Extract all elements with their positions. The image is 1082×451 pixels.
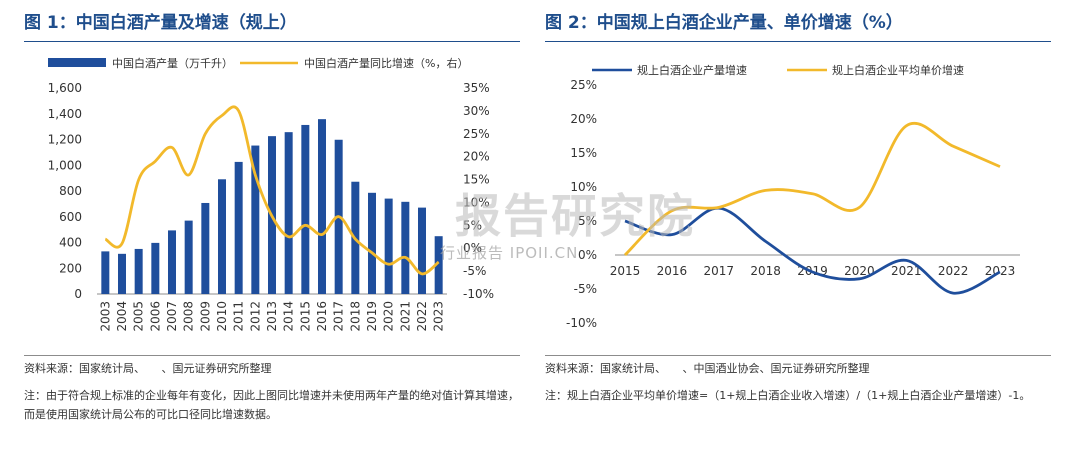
y-tick-label: 5% — [578, 214, 597, 228]
left-note: 注：由于符合规上标准的企业每年有变化，因此上图同比增速并未使用两年产量的绝对值计… — [24, 389, 519, 421]
x-tick-label: 2015 — [610, 264, 641, 278]
y-tick-label: 25% — [570, 78, 597, 92]
bar — [401, 201, 410, 294]
y-right-tick-label: 30% — [463, 104, 490, 118]
y-left-tick-label: 400 — [59, 236, 82, 250]
x-tick-label: 2021 — [891, 264, 922, 278]
y-right-tick-label: -5% — [463, 264, 486, 278]
bar — [368, 192, 376, 294]
x-tick-label: 2022 — [938, 264, 969, 278]
x-tick-label: 2022 — [415, 301, 429, 332]
bar — [201, 202, 210, 294]
x-tick-label: 2023 — [432, 301, 446, 332]
x-tick-label: 2019 — [365, 301, 379, 332]
left-chart: 中国白酒产量（万千升） 中国白酒产量同比增速（%，右） 0 200 400 600 800 1… — [48, 56, 494, 332]
legend-bar-label: 中国白酒产量（万千升） — [112, 56, 233, 70]
y-right-tick-label: -10% — [463, 287, 494, 301]
output-growth-line — [624, 206, 1001, 295]
bar — [234, 161, 243, 294]
x-tick-label: 2021 — [398, 301, 412, 332]
y-right-tick-label: 35% — [463, 81, 490, 95]
x-tick-label: 2010 — [215, 301, 229, 332]
bar — [434, 236, 443, 294]
x-tick-label: 2009 — [198, 301, 212, 332]
legend-line-label: 中国白酒产量同比增速（%，右） — [304, 56, 468, 70]
x-tick-label: 2017 — [332, 301, 346, 332]
bar — [168, 230, 176, 294]
x-tick-label: 2014 — [282, 301, 296, 332]
growth-line — [104, 105, 440, 276]
y-left-tick-label: 600 — [59, 210, 82, 224]
y-tick-label: 0% — [578, 248, 597, 262]
y-left-tick-label: 200 — [59, 261, 82, 275]
legend-output-label: 规上白酒企业产量增速 — [637, 63, 747, 77]
right-title-rule — [545, 41, 1051, 42]
y-tick-label: 15% — [570, 146, 597, 160]
bar — [118, 253, 126, 294]
x-tick-label: 2004 — [115, 301, 129, 332]
x-tick-label: 2007 — [165, 301, 179, 332]
bar — [251, 145, 260, 294]
bar — [301, 124, 310, 294]
x-tick-label: 2018 — [348, 301, 362, 332]
left-source: 资料来源：国家统计局、 、国元证券研究所整理 — [24, 362, 272, 375]
y-right-tick-label: 15% — [463, 173, 490, 187]
x-tick-label: 2012 — [248, 301, 262, 332]
x-tick-label: 2018 — [750, 264, 781, 278]
x-tick-label: 2003 — [98, 301, 112, 332]
y-right-tick-label: 10% — [463, 195, 490, 209]
bar — [101, 251, 110, 294]
x-tick-label: 2006 — [148, 301, 162, 332]
bar — [151, 242, 160, 294]
right-chart: 规上白酒企业产量增速 规上白酒企业平均单价增速 -10% -5% 0% 5% 10% 15% 2… — [566, 63, 1020, 330]
right-chart-title: 图 2：中国规上白酒企业产量、单价增速（%） — [545, 13, 903, 33]
y-left-tick-label: 1,200 — [48, 133, 82, 147]
right-note: 注：规上白酒企业平均单价增速=（1+规上白酒企业收入增速）/（1+规上白酒企业产… — [545, 389, 1031, 402]
bar — [384, 198, 393, 294]
left-chart-title: 图 1：中国白酒产量及增速（规上） — [24, 13, 297, 33]
y-right-tick-label: 0% — [463, 241, 482, 255]
y-left-tick-label: 0 — [74, 287, 82, 301]
bar — [284, 132, 293, 294]
y-tick-label: 20% — [570, 112, 597, 126]
legend-price-label: 规上白酒企业平均单价增速 — [832, 63, 964, 77]
bar — [184, 220, 193, 294]
y-right-tick-label: 25% — [463, 127, 490, 141]
left-title-rule — [24, 41, 520, 42]
bar — [318, 119, 326, 294]
x-tick-label: 2017 — [703, 264, 734, 278]
y-left-tick-label: 1,400 — [48, 107, 82, 121]
x-tick-label: 2013 — [265, 301, 279, 332]
y-left-tick-label: 1,000 — [48, 158, 82, 172]
x-tick-label: 2016 — [657, 264, 688, 278]
bar — [134, 248, 143, 294]
x-tick-label: 2005 — [132, 301, 146, 332]
x-tick-label: 2008 — [182, 301, 196, 332]
y-left-tick-label: 800 — [59, 184, 82, 198]
x-tick-label: 2023 — [985, 264, 1016, 278]
y-tick-label: -5% — [574, 282, 597, 296]
y-right-tick-label: 5% — [463, 218, 482, 232]
bar — [218, 179, 226, 294]
y-right-tick-label: 20% — [463, 150, 490, 164]
bar — [418, 207, 426, 294]
y-tick-label: 10% — [570, 180, 597, 194]
x-tick-label: 2015 — [298, 301, 312, 332]
y-tick-label: -10% — [566, 316, 597, 330]
legend-bar-swatch — [48, 58, 106, 67]
price-growth-line — [624, 122, 1001, 257]
x-tick-label: 2016 — [315, 301, 329, 332]
y-left-tick-label: 1,600 — [48, 81, 82, 95]
x-tick-label: 2011 — [232, 301, 246, 332]
x-tick-label: 2020 — [844, 264, 875, 278]
right-footer-rule — [545, 355, 1051, 356]
x-tick-label: 2020 — [382, 301, 396, 332]
left-footer-rule — [24, 355, 520, 356]
right-source: 资料来源：国家统计局、 、中国酒业协会、国元证券研究所整理 — [545, 362, 870, 375]
